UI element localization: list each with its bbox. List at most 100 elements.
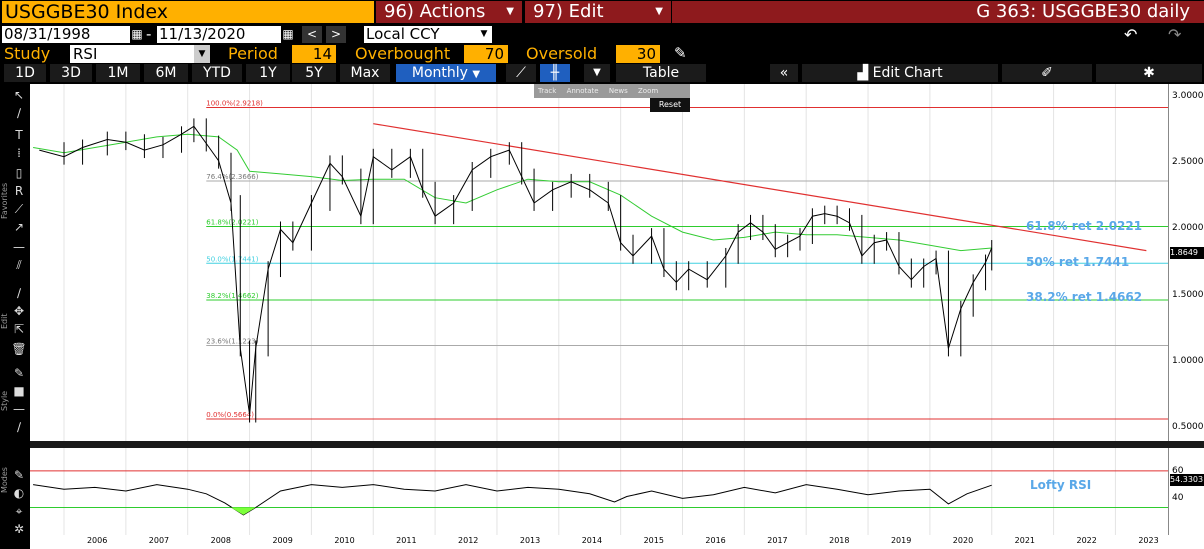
actions-label: Actions xyxy=(419,1,486,22)
cursor-icon[interactable]: ↖ xyxy=(13,88,25,102)
collapse-left-icon[interactable]: « xyxy=(770,64,798,82)
zoom-icon[interactable]: ⌖ xyxy=(15,504,23,518)
settings-icon[interactable]: ✲ xyxy=(13,522,25,536)
oversold-field[interactable]: 30 xyxy=(616,45,660,63)
fib-label: 0.0%(0.5664) xyxy=(206,411,254,419)
x-tick-label: 2014 xyxy=(581,536,603,545)
period-1m[interactable]: 1M xyxy=(96,64,140,82)
y-tick-label: 1.0000 xyxy=(1172,355,1204,366)
channel-icon[interactable]: ⫽ xyxy=(16,258,22,272)
period-1y[interactable]: 1Y xyxy=(246,64,290,82)
period-5y[interactable]: 5Y xyxy=(292,64,336,82)
line-style-icon[interactable]: — xyxy=(13,402,25,416)
period-1d[interactable]: 1D xyxy=(4,64,46,82)
bar-chart-icon[interactable]: ╫ xyxy=(540,64,570,82)
line-chart-icon[interactable]: ⟋ xyxy=(506,64,536,82)
pencil-icon[interactable]: ∕ xyxy=(16,286,22,300)
oversold-label: Oversold xyxy=(526,44,598,63)
x-axis[interactable]: 2006 2007 2008 2009 2010 2011 2012 2013 2014 2015… xyxy=(30,535,1204,549)
prev-range-button[interactable]: < xyxy=(302,26,322,43)
reset-button[interactable]: Reset xyxy=(650,98,690,112)
price-chart[interactable]: 100.0%(2.9218) 76.4%(2.3666) 61.8%(2.0221)… xyxy=(30,84,1168,441)
x-tick-label: 2012 xyxy=(458,536,479,545)
x-tick-label: 2017 xyxy=(767,536,788,545)
edit-num: 97) xyxy=(533,1,563,22)
moving-average-line xyxy=(33,133,992,252)
frequency-select[interactable]: Monthly ▼ xyxy=(396,64,496,82)
draw-icon[interactable]: ✐ xyxy=(1002,64,1092,82)
x-tick-label: 2011 xyxy=(396,536,417,545)
trash-icon[interactable]: 🗑 xyxy=(11,342,27,356)
x-tick-label: 2006 xyxy=(86,536,108,545)
caret-down-icon[interactable]: ▼ xyxy=(194,45,210,63)
last-price-tag: 1.8649 xyxy=(1170,247,1204,259)
rsi-chart[interactable]: Lofty RSI xyxy=(30,448,1168,535)
period-6m[interactable]: 6M xyxy=(144,64,188,82)
tool-column xyxy=(0,84,30,549)
x-tick-label: 2009 xyxy=(272,536,293,545)
favorites-label: Favorites xyxy=(0,182,9,220)
line-tool-icon[interactable]: ∕ xyxy=(16,106,22,120)
redo-icon[interactable]: ↷ xyxy=(1168,25,1182,44)
caret-down-icon[interactable]: ▼ xyxy=(476,26,492,43)
period-field[interactable]: 14 xyxy=(292,45,336,63)
text-tool-icon[interactable]: T xyxy=(15,128,23,142)
hline-icon[interactable]: — xyxy=(13,240,25,254)
calendar-icon[interactable]: ▦ xyxy=(282,27,294,41)
next-range-button[interactable]: > xyxy=(326,26,346,43)
caret-down-icon: ▼ xyxy=(655,6,663,17)
news-button[interactable]: News xyxy=(608,87,628,95)
x-tick-label: 2022 xyxy=(1076,536,1097,545)
y-tick-label: 1.5000 xyxy=(1172,289,1204,300)
annotate-button[interactable]: Annotate xyxy=(566,87,599,95)
fib-tool-icon[interactable]: ⁞ xyxy=(17,146,21,160)
y-tick-label: 3.0000 xyxy=(1172,91,1204,102)
measure-icon[interactable]: ▯ xyxy=(15,166,23,180)
period-3d[interactable]: 3D xyxy=(50,64,92,82)
pen-icon[interactable]: ✎ xyxy=(674,44,687,62)
currency-select[interactable]: Local CCY xyxy=(364,26,476,43)
zoom-button[interactable]: Zoom xyxy=(637,87,659,95)
crosshair-icon[interactable]: ✎ xyxy=(13,468,25,482)
mode-icon[interactable]: ◐ xyxy=(13,486,25,500)
period-max[interactable]: Max xyxy=(340,64,390,82)
undo-icon[interactable]: ↶ xyxy=(1124,25,1138,44)
chart-mode-popup: Track Annotate News Zoom xyxy=(534,84,690,98)
ticker-field[interactable]: USGGBE30 Index xyxy=(2,1,374,23)
pen-style-icon[interactable]: ✎ xyxy=(13,366,25,380)
overbought-field[interactable]: 70 xyxy=(464,45,508,63)
rsi-tick-40: 40 xyxy=(1172,493,1184,503)
edit-menu-button[interactable]: 97) Edit ▼ xyxy=(525,1,671,23)
color-box-icon[interactable]: ■ xyxy=(13,384,25,398)
period-ytd[interactable]: YTD xyxy=(192,64,242,82)
ruler-icon[interactable]: ⇱ xyxy=(13,322,25,336)
rsi-axis[interactable]: 60 40 54.3303 xyxy=(1168,448,1204,535)
calendar-icon[interactable]: ▦ xyxy=(131,27,143,41)
rsi-tick-60: 60 xyxy=(1172,466,1184,476)
ray-icon[interactable]: R xyxy=(14,184,24,198)
trend-icon[interactable]: ⟋ xyxy=(14,202,24,216)
fib-annotation: 50% ret 1.7441 xyxy=(1026,255,1130,269)
oversold-fill xyxy=(231,507,256,515)
end-date-field[interactable]: 11/13/2020 xyxy=(157,26,281,43)
caret-down-icon: ▼ xyxy=(506,6,514,17)
start-date-field[interactable]: 08/31/1998 xyxy=(2,26,130,43)
move-icon[interactable]: ✥ xyxy=(13,304,25,318)
x-tick-label: 2018 xyxy=(829,536,850,545)
caret-down-icon[interactable]: ▼ xyxy=(584,64,610,82)
dash-style-icon[interactable]: ∕ xyxy=(16,420,22,434)
study-select[interactable]: RSI xyxy=(70,45,194,63)
table-button[interactable]: Table xyxy=(616,64,706,82)
period-label: Period xyxy=(228,44,278,63)
actions-menu-button[interactable]: 96) Actions ▼ xyxy=(376,1,522,23)
track-button[interactable]: Track xyxy=(538,87,557,95)
arrow-icon[interactable]: ↗ xyxy=(13,220,25,234)
modes-label: Modes xyxy=(0,467,9,493)
pane-divider[interactable] xyxy=(30,441,1204,448)
gear-icon[interactable]: ✱ xyxy=(1096,64,1202,82)
rsi-label: Lofty RSI xyxy=(1030,478,1092,492)
edit-chart-button[interactable]: ▟ Edit Chart xyxy=(802,64,998,82)
price-axis[interactable]: 3.0000 2.5000 2.0000 1.5000 1.0000 0.5000 1.8… xyxy=(1168,84,1204,441)
fib-annotation: 38.2% ret 1.4662 xyxy=(1026,290,1143,304)
trend-line xyxy=(373,123,1147,252)
